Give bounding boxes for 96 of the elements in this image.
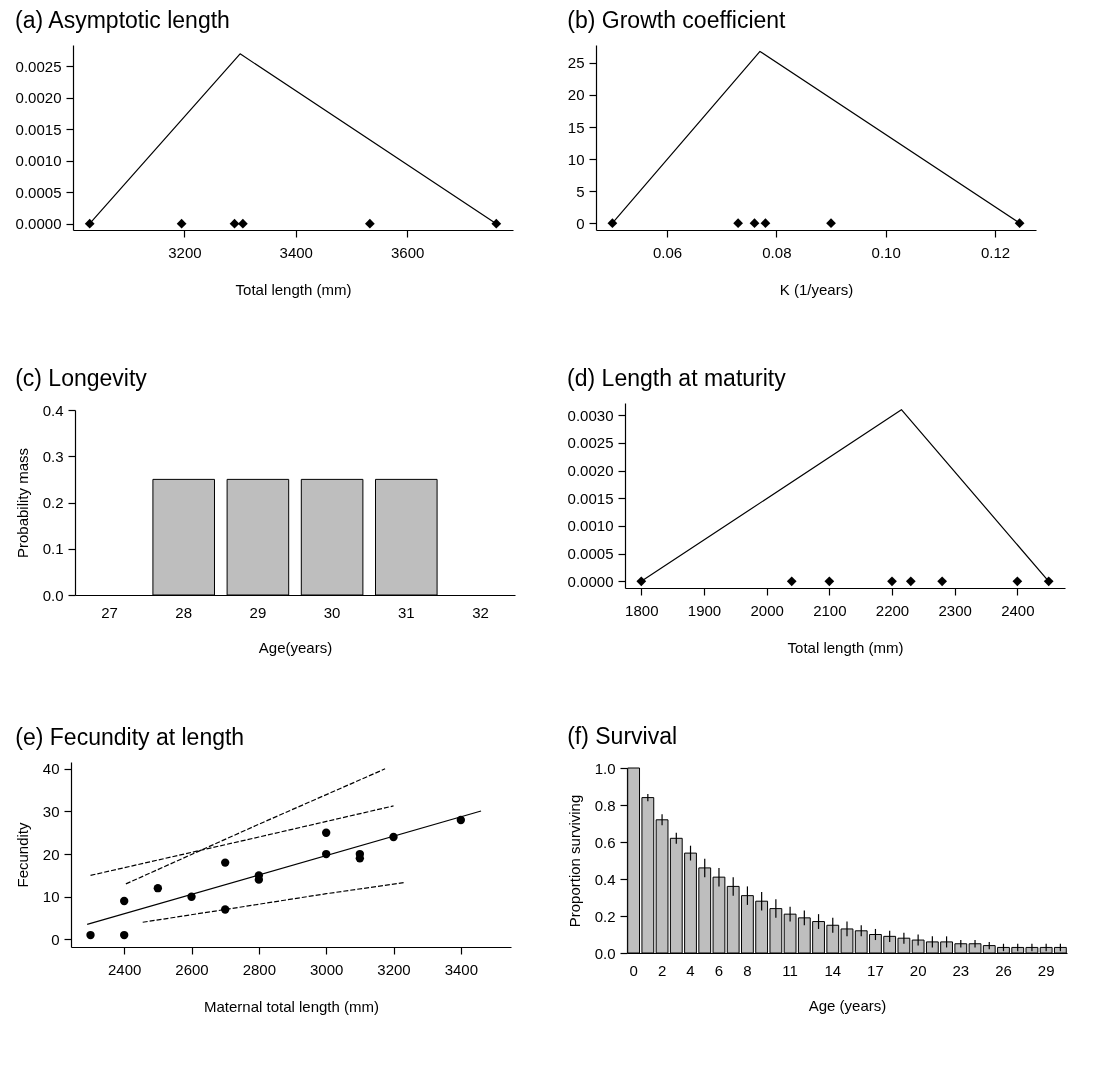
x-axis-title: Age(years) (258, 638, 333, 656)
y-tick-label: 0.0000 (15, 215, 62, 233)
x-tick-label: 23 (952, 961, 970, 979)
y-tick-label: 0 (51, 930, 60, 948)
y-tick-label: 0.4 (42, 401, 64, 419)
x-tick-label: 1800 (625, 601, 659, 619)
x-tick-label: 3400 (444, 960, 479, 978)
x-tick-label: 3200 (168, 243, 202, 261)
y-tick-label: 0.0010 (567, 517, 614, 535)
y-tick-label: 0.4 (594, 870, 616, 888)
y-tick-label: 1.0 (594, 759, 616, 777)
y-tick-label: 5 (576, 182, 585, 200)
x-tick-label: 2200 (875, 601, 910, 619)
x-tick-label: 17 (867, 961, 884, 979)
x-tick-label: 29 (1037, 961, 1055, 979)
x-tick-label: 3200 (377, 960, 411, 978)
chart-title: (e) Fecundity at length (15, 723, 245, 750)
x-tick-label: 8 (743, 961, 752, 979)
y-axis-title: Fecundity (13, 821, 31, 888)
y-tick-label: 10 (567, 150, 585, 168)
x-tick-label: 0.12 (980, 243, 1011, 261)
y-axis-title: Probability mass (13, 447, 31, 559)
y-tick-label: 0.0015 (567, 489, 614, 507)
y-tick-label: 0.6 (594, 833, 616, 851)
y-tick-label: 10 (42, 888, 60, 906)
y-tick-label: 0.0025 (15, 57, 62, 75)
x-axis-title: Age (years) (808, 996, 887, 1014)
y-tick-label: 0.0015 (15, 120, 62, 138)
point (153, 884, 163, 893)
x-tick-label: 26 (995, 961, 1012, 979)
x-tick-label: 0.10 (871, 243, 901, 261)
x-tick-label: 27 (101, 603, 118, 621)
y-tick-label: 30 (42, 802, 60, 820)
x-tick-label: 2600 (175, 960, 209, 978)
x-axis-title: K (1/years) (779, 280, 854, 298)
y-tick-label: 15 (567, 118, 585, 136)
x-axis-title: Total length (mm) (235, 280, 352, 298)
point (86, 930, 95, 940)
x-tick-label: 4 (686, 961, 695, 979)
y-tick-label: 0.0000 (567, 572, 614, 590)
x-tick-label: 6 (714, 961, 724, 979)
y-tick-label: 0.0020 (567, 462, 614, 480)
x-tick-label: 3000 (309, 960, 344, 978)
y-tick-label: 0.0025 (567, 434, 614, 452)
x-tick-label: 0.06 (652, 243, 683, 261)
x-tick-label: 3600 (390, 243, 425, 261)
point (221, 858, 230, 867)
y-tick-label: 20 (567, 86, 585, 104)
chart-title: (f) Survival (567, 723, 678, 749)
y-axis-title: Proportion surviving (565, 794, 583, 928)
x-tick-label: 11 (782, 961, 798, 979)
x-axis-title: Maternal total length (mm) (203, 997, 380, 1015)
line-series (142, 882, 405, 923)
point (120, 896, 129, 906)
point (355, 854, 365, 863)
x-axis-title: Total length (mm) (787, 638, 904, 656)
y-tick-label: 0.8 (594, 796, 616, 814)
point (322, 828, 331, 837)
y-tick-label: 25 (567, 54, 585, 72)
y-tick-label: 0.2 (594, 907, 616, 925)
y-tick-label: 0.0 (42, 586, 64, 604)
y-tick-label: 0.0005 (15, 183, 62, 201)
x-tick-label: 31 (397, 603, 415, 621)
y-tick-label: 0.0005 (567, 545, 614, 563)
x-tick-label: 3400 (279, 243, 313, 261)
x-tick-label: 2400 (1001, 601, 1035, 619)
chart-title: (b) Growth coefficient (567, 7, 787, 33)
x-tick-label: 2000 (750, 601, 784, 619)
point (120, 930, 129, 940)
x-tick-label: 2400 (108, 960, 142, 978)
x-tick-label: 30 (323, 603, 341, 621)
x-tick-label: 2100 (813, 601, 847, 619)
y-tick-label: 0.0030 (567, 406, 614, 424)
y-tick-label: 0.0010 (15, 152, 62, 170)
x-tick-label: 2300 (938, 601, 972, 619)
x-tick-label: 0 (629, 961, 638, 979)
x-tick-label: 1900 (687, 601, 722, 619)
y-tick-label: 0 (576, 214, 585, 232)
x-tick-label: 2800 (242, 960, 277, 978)
y-tick-label: 20 (42, 845, 60, 863)
x-tick-label: 32 (472, 603, 489, 621)
chart-title: (a) Asymptotic length (15, 7, 230, 33)
chart-title: (d) Length at maturity (567, 365, 787, 391)
y-tick-label: 0.2 (42, 494, 64, 511)
y-tick-label: 40 (42, 760, 60, 778)
x-tick-label: 29 (249, 603, 267, 621)
x-tick-label: 20 (909, 961, 927, 979)
y-tick-label: 0.1 (42, 540, 64, 558)
y-tick-label: 0.0020 (15, 89, 62, 107)
x-tick-label: 28 (175, 603, 193, 621)
x-tick-label: 2 (657, 961, 667, 979)
y-tick-label: 0.3 (42, 447, 64, 465)
chart-title: (c) Longevity (15, 365, 148, 391)
y-tick-label: 0.0 (594, 944, 616, 962)
x-tick-label: 0.08 (762, 243, 792, 261)
x-tick-label: 14 (824, 961, 842, 979)
